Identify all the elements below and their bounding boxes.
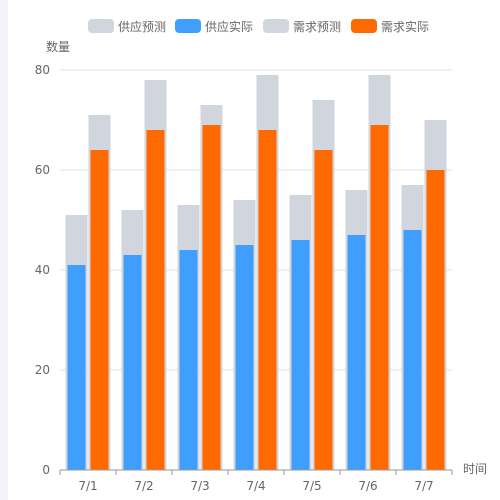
x-tick-label: 7/5: [302, 479, 321, 493]
x-tick-label: 7/2: [134, 479, 153, 493]
bar-demand-actual-3[interactable]: [258, 130, 277, 470]
y-tick-label: 40: [35, 263, 50, 277]
y-tick-label: 60: [35, 163, 50, 177]
legend-label-supply-actual: 供应实际: [205, 19, 254, 34]
legend-label-supply-forecast: 供应预测: [118, 19, 167, 34]
legend-item-demand-actual[interactable]: 需求实际: [351, 16, 429, 36]
grid-lines: [60, 69, 452, 371]
bar-supply-actual-6[interactable]: [403, 230, 422, 470]
bar-demand-actual-0[interactable]: [90, 150, 109, 470]
x-axis-title: 时间: [463, 462, 487, 476]
y-tick-label: 20: [35, 363, 50, 377]
bar-supply-actual-5[interactable]: [347, 235, 366, 470]
legend-swatch-demand-actual: [351, 19, 377, 33]
bar-supply-actual-2[interactable]: [179, 250, 198, 470]
legend-label-demand-actual: 需求实际: [381, 19, 430, 34]
bar-demand-actual-5[interactable]: [370, 125, 389, 470]
page-edge-strip: [0, 0, 8, 500]
bar-demand-actual-1[interactable]: [146, 130, 165, 470]
y-axis-title: 数量: [46, 39, 70, 54]
x-tick-label: 7/3: [190, 479, 209, 493]
legend-item-demand-forecast[interactable]: 需求预测: [263, 16, 341, 36]
bar-demand-actual-6[interactable]: [426, 170, 445, 470]
legend-item-supply-forecast[interactable]: 供应预测: [88, 16, 166, 36]
bar-series: [65, 75, 447, 470]
y-tick-label: 80: [35, 63, 50, 77]
y-tick-label: 0: [42, 463, 50, 477]
legend-label-demand-forecast: 需求预测: [293, 19, 342, 34]
x-tick-label: 7/6: [358, 479, 377, 493]
x-tick-label: 7/7: [414, 479, 433, 493]
bar-supply-actual-1[interactable]: [123, 255, 142, 470]
x-tick-label: 7/4: [246, 479, 265, 493]
x-tick-label: 7/1: [78, 479, 97, 493]
bar-demand-actual-4[interactable]: [314, 150, 333, 470]
bar-supply-actual-0[interactable]: [67, 265, 86, 470]
chart-legend: 供应预测 供应实际 需求预测 需求实际: [0, 16, 500, 36]
legend-swatch-demand-forecast: [263, 19, 289, 33]
bar-demand-actual-2[interactable]: [202, 125, 221, 470]
bar-supply-actual-4[interactable]: [291, 240, 310, 470]
legend-item-supply-actual[interactable]: 供应实际: [175, 16, 253, 36]
legend-swatch-supply-actual: [175, 19, 201, 33]
bar-supply-actual-3[interactable]: [235, 245, 254, 470]
legend-swatch-supply-forecast: [88, 19, 114, 33]
